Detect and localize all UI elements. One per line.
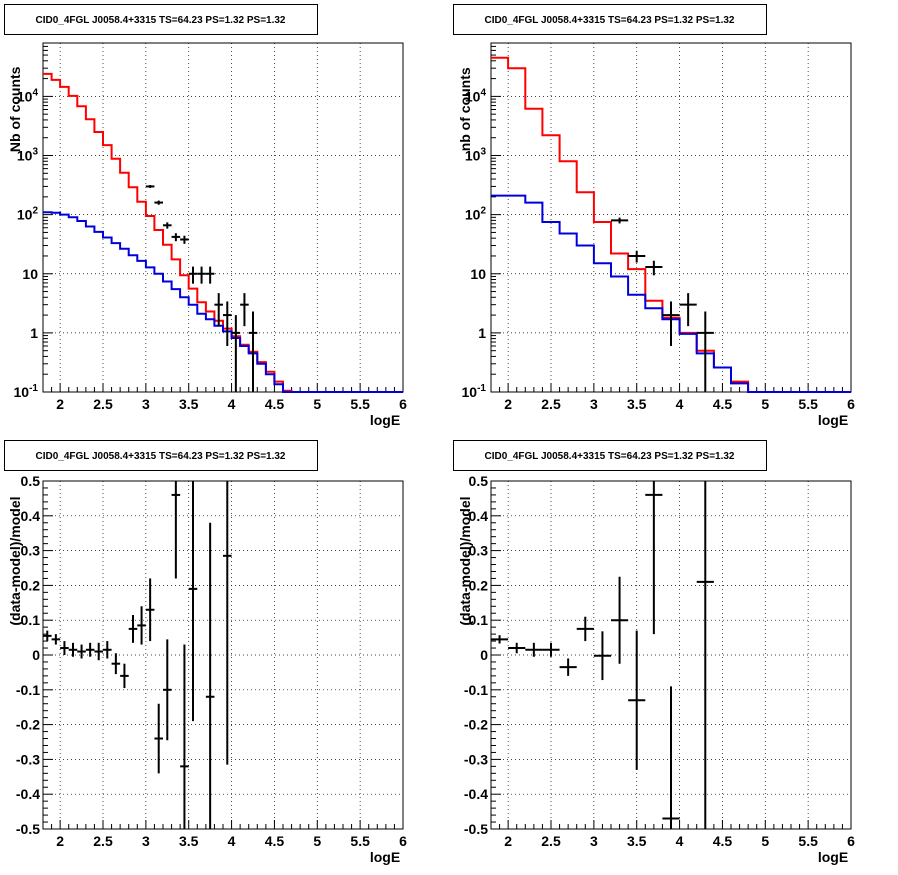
x-tick-label: 5 <box>761 396 769 412</box>
x-tick-label: 5 <box>313 833 321 849</box>
y-tick-label: 0 <box>480 647 488 663</box>
x-tick-label: 6 <box>399 396 407 412</box>
y-tick-label: 0.5 <box>21 473 41 489</box>
x-tick-label: 4 <box>676 396 684 412</box>
x-tick-label: 6 <box>847 396 855 412</box>
x-axis-label: logE <box>818 412 848 428</box>
x-tick-label: 6 <box>399 833 407 849</box>
chart-title: CID0_4FGL J0058.4+3315 TS=64.23 PS=1.32 … <box>36 15 286 26</box>
chart-title: CID0_4FGL J0058.4+3315 TS=64.23 PS=1.32 … <box>485 15 735 26</box>
x-tick-label: 3 <box>142 396 150 412</box>
y-tick-label: 103 <box>17 147 39 164</box>
residuals-panel-left: CID0_4FGL J0058.4+3315 TS=64.23 PS=1.32 … <box>4 440 407 865</box>
y-tick-label: -0.1 <box>16 682 40 698</box>
y-tick-label: 1 <box>478 325 486 341</box>
y-tick-label: 0.3 <box>21 543 41 559</box>
y-tick-label: -0.2 <box>16 717 40 733</box>
chart-title: CID0_4FGL J0058.4+3315 TS=64.23 PS=1.32 … <box>36 451 286 462</box>
y-tick-label: -0.1 <box>464 682 488 698</box>
title-box <box>453 440 767 471</box>
x-axis-label: logE <box>818 849 848 865</box>
y-tick-label: 0.1 <box>21 612 41 628</box>
x-tick-label: 4 <box>676 833 684 849</box>
x-tick-label: 5 <box>761 833 769 849</box>
y-tick-label: 0.3 <box>469 543 489 559</box>
y-tick-label: 10-1 <box>14 383 39 400</box>
x-tick-label: 2.5 <box>541 396 561 412</box>
x-tick-label: 5.5 <box>350 833 370 849</box>
y-tick-label: -0.5 <box>16 821 40 837</box>
y-tick-label: 103 <box>465 147 487 164</box>
chart-title: CID0_4FGL J0058.4+3315 TS=64.23 PS=1.32 … <box>485 451 735 462</box>
y-tick-label: 102 <box>17 206 39 223</box>
counts-panel-left: CID0_4FGL J0058.4+3315 TS=64.23 PS=1.32 … <box>4 4 407 428</box>
y-tick-label: 102 <box>465 206 487 223</box>
y-tick-label: 104 <box>465 87 487 104</box>
source-model-line <box>491 194 851 393</box>
x-tick-label: 2 <box>56 833 64 849</box>
x-tick-label: 2 <box>504 396 512 412</box>
x-tick-label: 6 <box>847 833 855 849</box>
x-tick-label: 5.5 <box>350 396 370 412</box>
y-tick-label: -0.5 <box>464 821 488 837</box>
y-axis-label: (data-model)/model <box>457 496 473 625</box>
counts-panel-right: CID0_4FGL J0058.4+3315 TS=64.23 PS=1.32 … <box>453 4 855 428</box>
x-tick-label: 4.5 <box>713 396 733 412</box>
y-tick-label: 0 <box>32 647 40 663</box>
source-model-line <box>43 211 403 393</box>
x-tick-label: 2.5 <box>541 833 561 849</box>
title-box <box>4 4 318 35</box>
x-tick-label: 2.5 <box>93 833 113 849</box>
y-tick-label: 104 <box>17 87 39 104</box>
title-box <box>453 4 767 35</box>
x-tick-label: 4.5 <box>265 833 285 849</box>
x-tick-label: 4.5 <box>713 833 733 849</box>
y-axis-label: nb of counts <box>457 67 473 151</box>
y-tick-label: -0.4 <box>16 786 40 802</box>
y-axis-label: Nb of counts <box>7 66 23 152</box>
x-tick-label: 4.5 <box>265 396 285 412</box>
y-tick-label: -0.2 <box>464 717 488 733</box>
y-tick-label: 1 <box>30 325 38 341</box>
x-tick-label: 4 <box>228 396 236 412</box>
y-tick-label: -0.4 <box>464 786 488 802</box>
x-tick-label: 5.5 <box>798 396 818 412</box>
y-tick-label: -0.3 <box>16 751 40 767</box>
x-tick-label: 3.5 <box>627 396 647 412</box>
y-tick-label: 10 <box>22 266 38 282</box>
residuals-panel-right: CID0_4FGL J0058.4+3315 TS=64.23 PS=1.32 … <box>453 440 855 865</box>
x-tick-label: 3.5 <box>179 396 199 412</box>
y-tick-label: 0.1 <box>469 612 489 628</box>
x-tick-label: 4 <box>228 833 236 849</box>
x-tick-label: 2.5 <box>93 396 113 412</box>
x-axis-label: logE <box>370 849 400 865</box>
x-tick-label: 2 <box>504 833 512 849</box>
x-tick-label: 2 <box>56 396 64 412</box>
y-axis-label: (data-model)/model <box>7 496 23 625</box>
y-tick-label: 0.4 <box>21 508 41 524</box>
y-tick-label: 0.5 <box>469 473 489 489</box>
y-tick-label: 0.2 <box>469 577 489 593</box>
x-tick-label: 5 <box>313 396 321 412</box>
x-tick-label: 5.5 <box>798 833 818 849</box>
x-tick-label: 3 <box>590 396 598 412</box>
y-tick-label: 10-1 <box>462 383 487 400</box>
title-box <box>4 440 318 471</box>
y-tick-label: 0.4 <box>469 508 489 524</box>
x-tick-label: 3.5 <box>179 833 199 849</box>
y-tick-label: 0.2 <box>21 577 41 593</box>
x-tick-label: 3 <box>590 833 598 849</box>
y-tick-label: 10 <box>470 266 486 282</box>
x-tick-label: 3 <box>142 833 150 849</box>
x-axis-label: logE <box>370 412 400 428</box>
x-tick-label: 3.5 <box>627 833 647 849</box>
y-tick-label: -0.3 <box>464 751 488 767</box>
